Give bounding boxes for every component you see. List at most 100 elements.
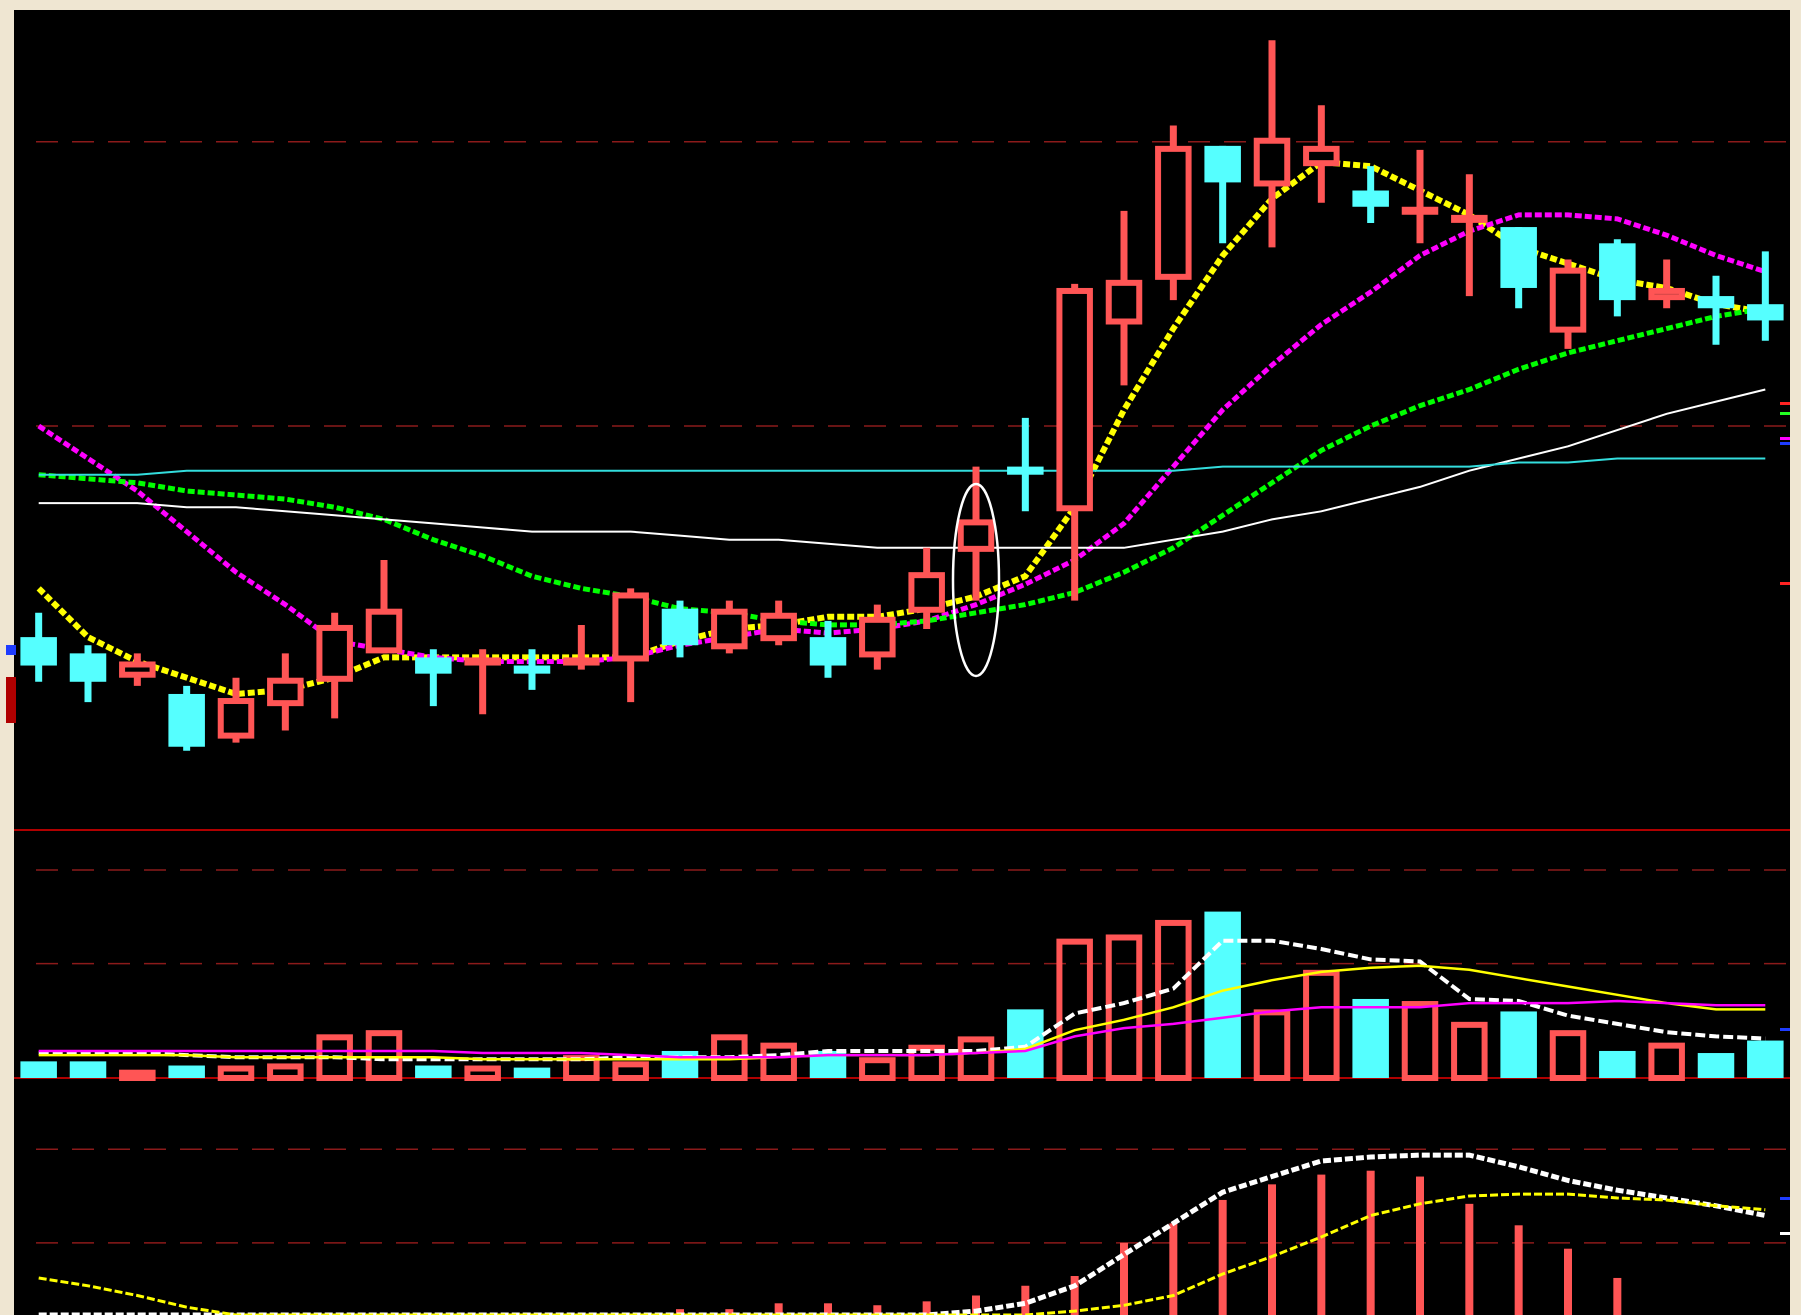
candle-body [1105, 279, 1143, 325]
indicator-bar [774, 1303, 783, 1315]
candle-body [20, 637, 57, 666]
volume-bar [612, 1061, 649, 1081]
candle-body [1352, 190, 1389, 207]
plot-background [14, 10, 1790, 1315]
volume-bar [1697, 1053, 1735, 1078]
right-tick [1780, 442, 1790, 445]
candle-body [513, 665, 551, 674]
candle-body [365, 608, 403, 654]
volume-bar [365, 1030, 403, 1082]
indicator-bar [725, 1309, 734, 1315]
volume-bar [661, 1050, 699, 1078]
volume-bar [1599, 1050, 1636, 1078]
candle-body [217, 698, 255, 739]
indicator-bar [1416, 1176, 1424, 1315]
candle-body [168, 693, 205, 747]
right-tick [1780, 402, 1790, 405]
indicator-bar [873, 1305, 882, 1315]
highlight-ellipse [951, 482, 1001, 678]
volume-bar [957, 1036, 995, 1082]
indicator-bar [972, 1295, 980, 1315]
moving-average-ma20 [38, 305, 1766, 628]
candle-body [316, 624, 353, 682]
indicator-bar [824, 1303, 832, 1315]
indicator-bar [1317, 1174, 1326, 1315]
candle-body [1599, 243, 1636, 301]
volume-bar [1352, 998, 1389, 1078]
volume-bar [464, 1065, 501, 1082]
volume-bar [1648, 1042, 1685, 1082]
left-marker [6, 645, 16, 655]
volume-bar [267, 1063, 304, 1081]
volume-bar [760, 1042, 797, 1082]
candle-body [859, 616, 896, 658]
candle-body [415, 657, 452, 674]
volume-bar [1401, 1001, 1439, 1081]
candle-body [1303, 145, 1340, 167]
candle-body [119, 661, 156, 678]
volume-bar [908, 1044, 945, 1081]
candle-body [1697, 296, 1735, 309]
volume-bar [1155, 919, 1192, 1081]
moving-average-ma60 [38, 388, 1766, 549]
candle-body [1747, 304, 1784, 321]
indicator-bar [922, 1301, 931, 1315]
left-marker [6, 677, 16, 723]
candle-body [563, 657, 600, 666]
indicator-bar [1169, 1223, 1178, 1315]
candle-body [1007, 466, 1044, 475]
candle-body [711, 608, 748, 650]
indicator-bar [1021, 1285, 1030, 1315]
indicator-bar [1613, 1277, 1622, 1315]
right-tick [1780, 1232, 1790, 1235]
volume-bar [1451, 1021, 1488, 1081]
right-tick [1780, 1197, 1790, 1200]
indicator-bar [1366, 1170, 1375, 1315]
candle-body [1451, 214, 1488, 223]
volume-bar [217, 1065, 255, 1082]
indicator-bar [1070, 1276, 1079, 1315]
candle-body [661, 608, 699, 646]
indicator-bar [1218, 1199, 1227, 1315]
candle-body [760, 612, 797, 642]
right-tick [1780, 437, 1790, 440]
volume-bar [168, 1065, 205, 1078]
candle-body [1155, 145, 1192, 280]
volume-bar [415, 1065, 452, 1078]
volume-bar [1549, 1030, 1587, 1082]
candle-body [1549, 267, 1587, 333]
indicator-bar [1514, 1225, 1523, 1315]
indicator-bar [1268, 1184, 1276, 1315]
volume-bar [859, 1057, 896, 1081]
candle-body [267, 677, 304, 707]
right-tick [1780, 1028, 1790, 1031]
candle-body [612, 592, 649, 662]
candle-body [1204, 145, 1241, 183]
indicator-bar [1564, 1248, 1572, 1315]
volume-bar [1056, 938, 1093, 1082]
volume-bar [513, 1067, 551, 1078]
right-border [1790, 10, 1801, 1315]
moving-average-ma120 [38, 457, 1766, 476]
volume-line-ma10 [38, 999, 1766, 1059]
candle-body [1401, 206, 1439, 215]
candle-body [908, 572, 945, 613]
volume-bar [1747, 1040, 1784, 1078]
candle-body [1648, 287, 1685, 301]
volume-bar [20, 1061, 57, 1078]
right-tick [1780, 412, 1790, 415]
volume-bar [119, 1069, 156, 1082]
candle-body [464, 657, 501, 666]
indicator-bar [1120, 1242, 1128, 1315]
indicator-line-ma60 [38, 1152, 1766, 1315]
candle-body [69, 653, 107, 682]
candle-body [957, 519, 995, 552]
volume-bar [1500, 1011, 1537, 1078]
candle-body [1253, 137, 1291, 187]
right-tick [1780, 582, 1790, 585]
indicator-bar [1465, 1203, 1474, 1315]
indicator-bar [676, 1309, 684, 1315]
candle-body [1500, 227, 1537, 288]
